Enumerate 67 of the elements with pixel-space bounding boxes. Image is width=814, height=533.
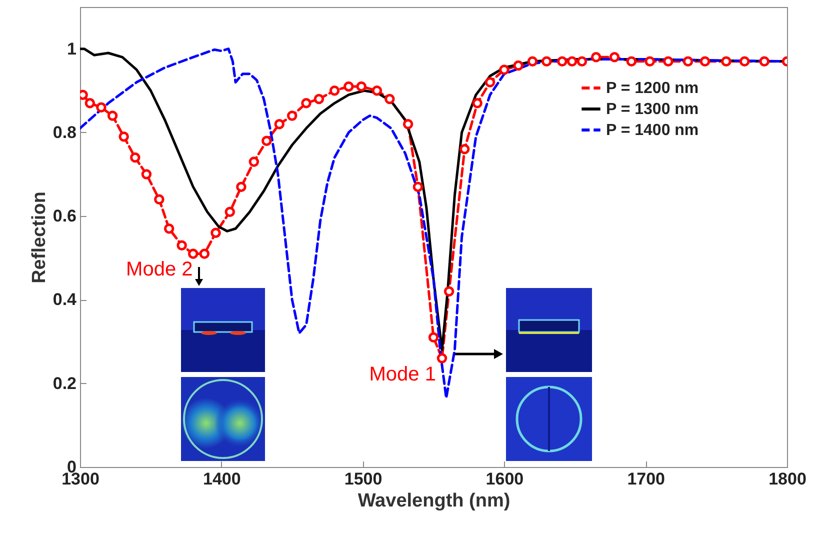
point [663, 56, 674, 66]
point [372, 86, 382, 96]
x-tick-label: 1600 [486, 470, 524, 488]
point [759, 56, 770, 66]
y-tick-label: 0.8 [52, 122, 76, 142]
point [141, 169, 152, 180]
point [739, 56, 750, 66]
point [700, 56, 710, 66]
point [224, 206, 236, 218]
y-tick-label: 0.2 [52, 374, 76, 393]
point [356, 81, 367, 92]
point [84, 98, 96, 108]
point [96, 102, 106, 112]
point [286, 110, 298, 121]
x-axis-title: Wavelength (nm) [358, 490, 510, 512]
y-tick-label: 1 [67, 39, 76, 58]
point [590, 52, 602, 62]
y-tick-label: 0.4 [52, 290, 78, 310]
point [557, 56, 568, 66]
point [626, 56, 637, 66]
annotation: Mode 1 [369, 363, 436, 386]
point [541, 56, 552, 66]
point [499, 64, 510, 75]
point [484, 77, 496, 88]
y-tick-label: 0.6 [52, 206, 76, 226]
point [301, 98, 312, 108]
point [609, 52, 620, 62]
point [412, 182, 424, 192]
y-axis-title: Reflection [28, 192, 50, 284]
point [130, 152, 140, 163]
point [644, 56, 655, 66]
point [444, 286, 454, 296]
point [314, 94, 324, 104]
x-tick-label: 1800 [768, 470, 806, 488]
point [576, 56, 588, 66]
point [154, 194, 164, 204]
legend-label: P = 1400 nm [606, 122, 699, 139]
legend-label: P = 1300 nm [606, 101, 699, 118]
point [721, 56, 732, 66]
point [107, 110, 118, 121]
point [176, 240, 187, 250]
point [566, 56, 578, 66]
x-tick-label: 1700 [627, 470, 666, 488]
point [428, 332, 439, 342]
point [274, 118, 284, 130]
point [236, 182, 246, 192]
point [248, 156, 260, 167]
point [188, 248, 198, 259]
point [118, 132, 129, 142]
point [459, 144, 470, 154]
point [199, 248, 210, 259]
point [384, 94, 395, 104]
point [402, 118, 414, 130]
point [329, 86, 340, 96]
point [262, 136, 272, 146]
point [344, 81, 354, 92]
point [164, 224, 174, 234]
legend-label: P = 1200 nm [606, 80, 699, 97]
point [682, 56, 694, 66]
point [513, 60, 524, 71]
x-tick-label: 1400 [202, 470, 241, 488]
point [527, 56, 538, 66]
point [472, 98, 482, 108]
point [210, 228, 221, 238]
point [436, 353, 448, 364]
annotation: Mode 2 [126, 258, 193, 281]
x-tick-label: 1500 [344, 470, 382, 488]
